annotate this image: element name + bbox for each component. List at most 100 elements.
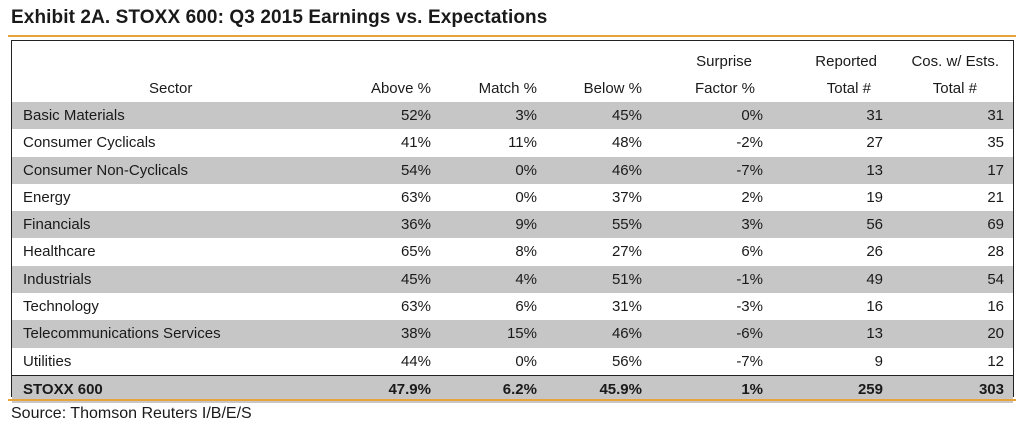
cell-above: 45% [400, 270, 431, 288]
table-row: Energy 63% 0% 37% 2% 19 21 [12, 184, 1013, 211]
table-row: Technology 63% 6% 31% -3% 16 16 [12, 293, 1013, 320]
cell-cos-with-ests: 69 [987, 216, 1004, 234]
cell-below: 55% [611, 216, 642, 234]
cell-reported: 13 [866, 325, 883, 343]
cell-surprise: 6% [741, 243, 763, 261]
table-row: Consumer Non-Cyclicals 54% 0% 46% -7% 13 17 [12, 156, 1013, 184]
header-surprise-line1: Surprise [696, 53, 752, 70]
cell-surprise: 2% [741, 188, 763, 206]
cell-reported: 259 [857, 380, 883, 398]
cell-match: 4% [515, 270, 537, 288]
cell-match: 6.2% [502, 380, 537, 398]
cell-sector: Consumer Cyclicals [23, 134, 156, 152]
cell-reported: 16 [866, 298, 883, 316]
cell-sector: Utilities [23, 352, 72, 370]
cell-cos-with-ests: 31 [987, 107, 1004, 124]
cell-match: 9% [515, 216, 537, 234]
cell-above: 65% [400, 243, 431, 261]
cell-below: 45% [611, 107, 642, 124]
table-row: Financials 36% 9% 55% 3% 56 69 [12, 211, 1013, 239]
cell-match: 0% [515, 188, 537, 206]
table-body: Basic Materials 52% 3% 45% 0% 31 31 Consumer Cy… [12, 102, 1013, 404]
table-row: Basic Materials 52% 3% 45% 0% 31 31 [12, 102, 1013, 130]
cell-surprise: -7% [736, 161, 763, 179]
exhibit-title: Exhibit 2A. STOXX 600: Q3 2015 Earnings … [11, 7, 548, 28]
table-row: Healthcare 65% 8% 27% 6% 26 28 [12, 238, 1013, 265]
cell-reported: 13 [866, 161, 883, 179]
cell-cos-with-ests: 20 [987, 325, 1004, 343]
cell-sector: Healthcare [23, 243, 96, 261]
cell-above: 63% [400, 298, 431, 316]
cell-match: 3% [515, 107, 537, 124]
cell-sector: Financials [23, 216, 91, 234]
cell-above: 38% [400, 325, 431, 343]
cell-surprise: -3% [736, 298, 763, 316]
cell-above: 52% [400, 107, 431, 124]
cell-below: 46% [611, 161, 642, 179]
table-row: Utilities 44% 0% 56% -7% 9 12 [12, 348, 1013, 375]
header-cos-line2: Total # [932, 80, 977, 97]
cell-reported: 19 [866, 188, 883, 206]
cell-sector: STOXX 600 [23, 380, 103, 398]
cell-below: 31% [611, 298, 642, 316]
cell-reported: 31 [866, 107, 883, 124]
header-reported-line1: Reported [815, 53, 877, 70]
cell-cos-with-ests: 16 [987, 298, 1004, 316]
header-cos-line1: Cos. w/ Ests. [911, 53, 999, 70]
cell-sector: Consumer Non-Cyclicals [23, 161, 189, 179]
cell-cos-with-ests: 54 [987, 270, 1004, 288]
cell-surprise: 1% [741, 380, 763, 398]
header-sector: Sector [149, 80, 193, 97]
cell-match: 11% [508, 134, 537, 152]
cell-below: 45.9% [599, 380, 642, 398]
cell-above: 47.9% [388, 380, 431, 398]
cell-reported: 26 [866, 243, 883, 261]
header-match: Match % [478, 80, 537, 97]
bottom-accent-rule [8, 399, 1016, 401]
cell-below: 48% [611, 134, 642, 152]
cell-sector: Telecommunications Services [23, 325, 221, 343]
header-reported-line2: Total # [826, 80, 871, 97]
cell-cos-with-ests: 28 [987, 243, 1004, 261]
cell-above: 36% [400, 216, 431, 234]
cell-below: 27% [611, 243, 642, 261]
cell-match: 0% [515, 161, 537, 179]
cell-sector: Energy [23, 188, 71, 206]
cell-above: 41% [400, 134, 431, 152]
cell-surprise: -6% [736, 325, 763, 343]
table-row: Industrials 45% 4% 51% -1% 49 54 [12, 265, 1013, 294]
cell-sector: Technology [23, 298, 99, 316]
cell-match: 0% [515, 352, 537, 370]
cell-cos-with-ests: 17 [987, 161, 1004, 179]
cell-cos-with-ests: 303 [978, 380, 1004, 398]
cell-reported: 9 [874, 352, 883, 370]
cell-sector: Basic Materials [23, 107, 125, 124]
cell-below: 51% [611, 270, 642, 288]
cell-surprise: -7% [736, 352, 763, 370]
cell-reported: 56 [866, 216, 883, 234]
table-row: Telecommunications Services 38% 15% 46% -6% 1… [12, 320, 1013, 348]
cell-surprise: -2% [736, 134, 763, 152]
earnings-table: Sector Above % Match % Below % Surprise … [11, 40, 1014, 404]
cell-match: 6% [515, 298, 537, 316]
cell-surprise: 3% [741, 216, 763, 234]
table-total-row: STOXX 600 47.9% 6.2% 45.9% 1% 259 303 [12, 374, 1013, 404]
cell-sector: Industrials [23, 270, 92, 288]
cell-below: 56% [611, 352, 642, 370]
cell-match: 15% [506, 325, 537, 343]
cell-below: 46% [611, 325, 642, 343]
cell-above: 54% [400, 161, 431, 179]
header-above: Above % [370, 80, 431, 97]
top-accent-rule [8, 35, 1016, 37]
table-row: Consumer Cyclicals 41% 11% 48% -2% 27 35 [12, 129, 1013, 156]
source-note: Source: Thomson Reuters I/B/E/S [11, 405, 252, 422]
header-below: Below % [583, 80, 642, 97]
cell-cos-with-ests: 35 [987, 134, 1004, 152]
cell-above: 63% [400, 188, 431, 206]
cell-match: 8% [515, 243, 537, 261]
header-surprise-line2: Factor % [694, 80, 755, 97]
table-header: Sector Above % Match % Below % Surprise … [12, 41, 1013, 103]
cell-cos-with-ests: 21 [987, 188, 1004, 206]
cell-surprise: -1% [736, 270, 763, 288]
cell-above: 44% [400, 352, 431, 370]
